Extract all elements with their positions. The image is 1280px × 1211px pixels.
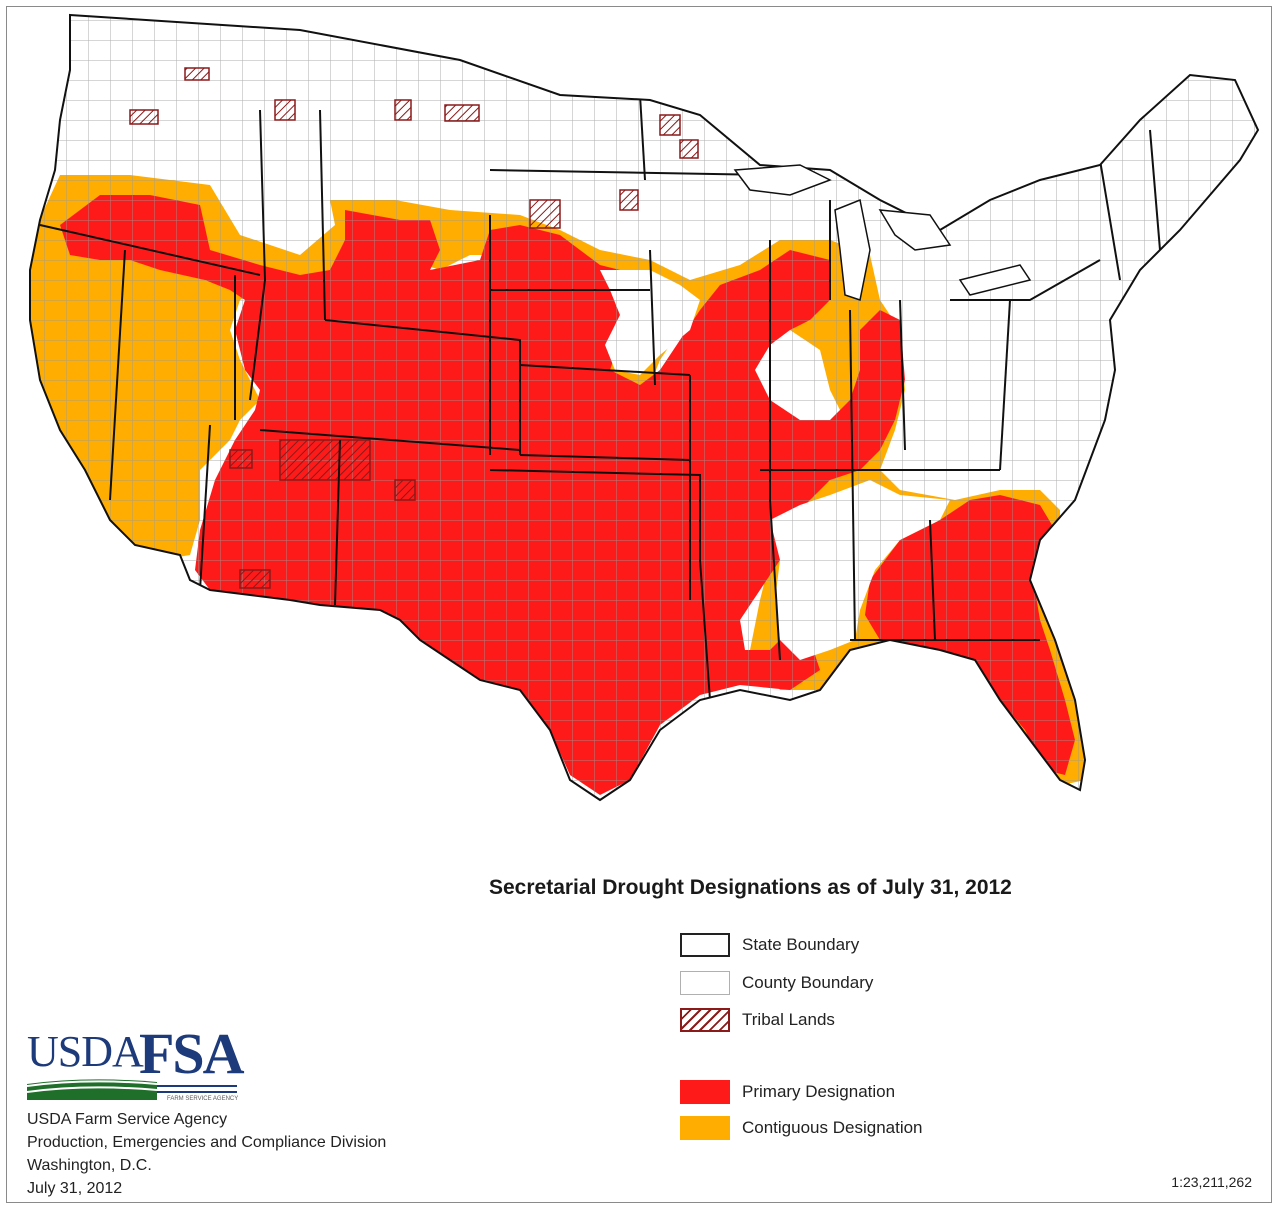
legend-label-tribal: Tribal Lands bbox=[742, 1010, 835, 1029]
agency-name: USDA Farm Service Agency bbox=[27, 1111, 228, 1128]
legend-label-county: County Boundary bbox=[742, 973, 874, 992]
tribal-lands-swatch bbox=[680, 1008, 730, 1032]
legend-primary: Primary Designation bbox=[680, 1077, 895, 1107]
map-frame bbox=[6, 6, 1272, 1203]
drought-map bbox=[29, 14, 1259, 801]
primary-swatch bbox=[680, 1080, 730, 1104]
legend-label-contiguous: Contiguous Designation bbox=[742, 1118, 923, 1137]
tribal-lands bbox=[129, 67, 699, 589]
county-boundary-swatch bbox=[680, 971, 730, 995]
state-boundary-swatch bbox=[680, 933, 730, 957]
agency-block: USDA Farm Service Agency Production, Eme… bbox=[27, 1108, 386, 1200]
state-boundaries bbox=[39, 94, 1161, 701]
legend-label-primary: Primary Designation bbox=[742, 1082, 896, 1101]
legend-label-state: State Boundary bbox=[742, 935, 860, 954]
logo-tagline: FARM SERVICE AGENCY bbox=[167, 1096, 239, 1102]
legend-contiguous: Contiguous Designation bbox=[680, 1113, 923, 1143]
logo-field-graphic bbox=[27, 1079, 237, 1100]
map-scale: 1:23,211,262 bbox=[1171, 1174, 1252, 1190]
logo-usda-text: USDA bbox=[27, 1027, 144, 1076]
great-lakes bbox=[733, 164, 1032, 301]
legend-county-boundary: County Boundary bbox=[680, 968, 873, 998]
legend-state-boundary: State Boundary bbox=[680, 930, 859, 960]
agency-division: Production, Emergencies and Compliance D… bbox=[27, 1134, 387, 1151]
logo-fsa-text: FSA bbox=[139, 1021, 245, 1086]
agency-location: Washington, D.C. bbox=[27, 1157, 152, 1174]
map-title: Secretarial Drought Designations as of J… bbox=[489, 876, 1012, 899]
usda-fsa-logo: USDA FSA FARM SERVICE AGENCY bbox=[27, 1020, 247, 1105]
legend-tribal-lands: Tribal Lands bbox=[680, 1005, 835, 1035]
agency-date: July 31, 2012 bbox=[27, 1180, 123, 1197]
contiguous-swatch bbox=[680, 1116, 730, 1140]
